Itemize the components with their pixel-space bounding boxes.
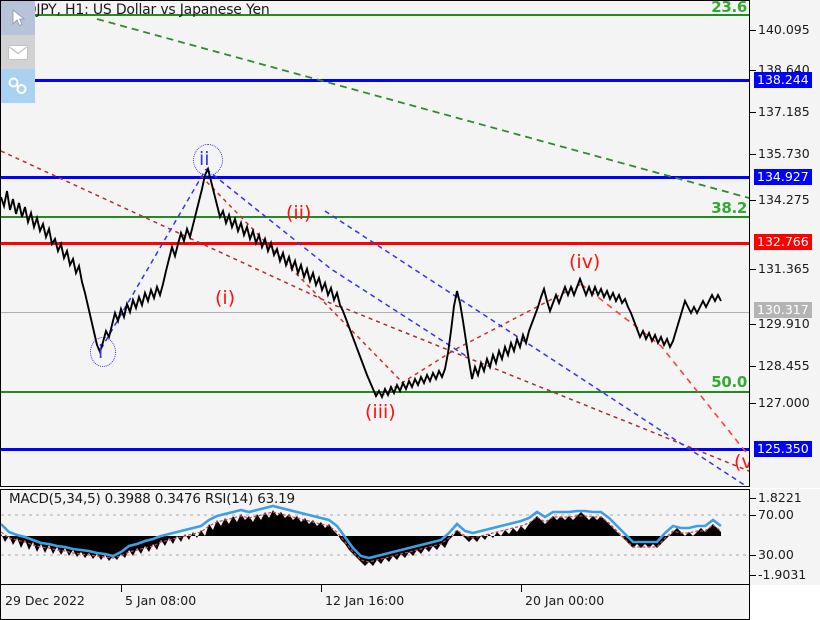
- price-line: [1, 166, 722, 400]
- price-tick-137185: 137.185: [758, 104, 810, 119]
- time-axis[interactable]: 29 Dec 2022 5 Jan 08:00 12 Jan 16:00 20 …: [0, 585, 750, 620]
- price-tag-130317[interactable]: 130.317: [754, 302, 812, 319]
- ind-tick-max: 1.8221: [758, 490, 802, 505]
- indicator-title: MACD(5,34,5) 0.3988 0.3476 RSI(14) 63.19: [9, 491, 295, 507]
- support-line-125350[interactable]: [1, 448, 749, 451]
- link-icon: [8, 77, 27, 94]
- mail-tool-button[interactable]: [1, 35, 35, 69]
- fib-label-500: 50.0: [711, 373, 747, 391]
- blue-guide-i-ii: [100, 168, 207, 350]
- price-tag-132766[interactable]: 132.766: [754, 234, 812, 251]
- last-price-line-130317: [1, 312, 749, 313]
- fib-line-382[interactable]: [1, 216, 749, 218]
- time-label-4: 20 Jan 00:00: [525, 593, 605, 608]
- blue-guide-ii-down: [205, 168, 467, 357]
- fib-line-236[interactable]: [1, 14, 749, 16]
- indicator-pane[interactable]: MACD(5,34,5) 0.3988 0.3476 RSI(14) 63.19: [0, 489, 750, 585]
- price-tick-135730: 135.730: [758, 146, 810, 161]
- red-wave-iii-iv-a: [380, 348, 457, 397]
- price-tick-128455: 128.455: [758, 358, 810, 373]
- price-chart-pane[interactable]: 23.6 38.2 50.0 i ii (i) (ii) (iii) (iv) …: [0, 0, 750, 487]
- resistance-line-134927[interactable]: [1, 176, 749, 179]
- ind-tick-min: -1.9031: [758, 567, 807, 582]
- wave-label-i: i: [98, 341, 104, 363]
- ind-tick-70: 70.00: [758, 507, 794, 522]
- price-tag-134927[interactable]: 134.927: [754, 169, 812, 186]
- price-tag-125350[interactable]: 125.350: [754, 441, 812, 458]
- wave-label-ii: ii: [199, 148, 210, 170]
- cursor-icon: [12, 9, 25, 27]
- price-tick-127000: 127.000: [758, 395, 810, 410]
- ind-tick-30: 30.00: [758, 547, 794, 562]
- indicator-scale[interactable]: 1.8221 70.00 30.00 -1.9031: [750, 489, 820, 585]
- fib-label-382: 38.2: [711, 199, 747, 217]
- wave-label-minute-iv: (iv): [569, 251, 601, 273]
- rsi-line: [1, 504, 722, 560]
- fib-label-236: 23.6: [711, 1, 747, 16]
- price-tag-138244[interactable]: 138.244: [754, 72, 812, 89]
- wave-label-minute-ii: (ii): [286, 202, 312, 224]
- blue-channel-lower: [324, 210, 748, 486]
- wave-circle-i: [90, 337, 116, 367]
- time-separator: [521, 585, 522, 592]
- price-series-svg: [1, 18, 749, 486]
- wave-label-minute-v: (v: [734, 451, 749, 473]
- left-toolbar[interactable]: [1, 1, 35, 103]
- page-title: USDJPY, H1: US Dollar vs Japanese Yen: [7, 2, 270, 18]
- wave-label-minute-i: (i): [215, 287, 236, 309]
- time-label-2: 5 Jan 08:00: [125, 593, 197, 608]
- macd-histogram: [1, 510, 721, 566]
- signal-line: [1, 511, 722, 563]
- price-tick-134275: 134.275: [758, 192, 810, 207]
- wave-label-minute-iii: (iii): [365, 401, 396, 423]
- indicator-svg: [1, 504, 749, 566]
- price-plot-area[interactable]: 23.6 38.2 50.0 i ii (i) (ii) (iii) (iv) …: [1, 1, 749, 486]
- cursor-tool-button[interactable]: [1, 1, 35, 35]
- link-tool-button[interactable]: [1, 69, 35, 103]
- time-label-1: 29 Dec 2022: [5, 593, 85, 608]
- price-tick-140095: 140.095: [758, 22, 810, 37]
- price-scale[interactable]: 140.095 138.640 137.185 135.730 134.275 …: [750, 0, 820, 488]
- price-tick-129910: 129.910: [758, 316, 810, 331]
- time-separator: [321, 585, 322, 592]
- price-tick-131365: 131.365: [758, 261, 810, 276]
- indicator-plot-area[interactable]: [1, 490, 749, 584]
- time-label-3: 12 Jan 16:00: [325, 593, 405, 608]
- time-separator: [121, 585, 122, 592]
- resistance-line-138244[interactable]: [1, 79, 749, 82]
- envelope-icon: [8, 44, 28, 60]
- green-trendline: [96, 18, 749, 199]
- wave-circle-ii: [193, 144, 223, 176]
- red-projection-v: [580, 283, 749, 457]
- pivot-line-132766[interactable]: [1, 242, 749, 245]
